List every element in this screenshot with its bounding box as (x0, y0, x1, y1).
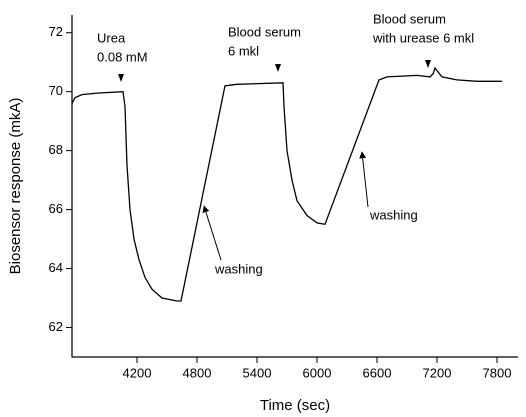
injection-marker (425, 60, 431, 68)
x-tick-label: 4200 (123, 365, 152, 380)
annotation: Urea (97, 30, 126, 45)
arrow (359, 151, 369, 208)
x-tick-label: 5400 (243, 365, 272, 380)
x-tick-label: 6600 (363, 365, 392, 380)
y-axis-label: Biosensor response (mkA) (7, 98, 24, 275)
x-tick-label: 4800 (183, 365, 212, 380)
y-tick-label: 66 (49, 201, 63, 216)
x-axis-label: Time (sec) (260, 397, 330, 414)
axes (71, 15, 518, 358)
y-tick-label: 72 (49, 24, 63, 39)
injection-marker (275, 64, 281, 72)
y-tick-label: 70 (49, 83, 63, 98)
annotation: washing (214, 261, 263, 276)
x-tick-label: 7800 (483, 365, 512, 380)
annotation: 6 mkl (228, 43, 259, 58)
injection-marker (118, 74, 124, 82)
y-tick-label: 68 (49, 142, 63, 157)
y-tick-label: 62 (49, 319, 63, 334)
arrow (202, 205, 222, 261)
x-tick-label: 6000 (303, 365, 332, 380)
annotation: Blood serum (228, 24, 301, 39)
y-tick-label: 64 (49, 260, 63, 275)
annotation: washing (369, 207, 418, 222)
annotation: Blood serum (373, 11, 446, 26)
x-tick-label: 7200 (423, 365, 452, 380)
data-line (71, 66, 502, 302)
annotation: with urease 6 mkl (372, 30, 474, 45)
annotation: 0.08 mM (97, 49, 148, 64)
